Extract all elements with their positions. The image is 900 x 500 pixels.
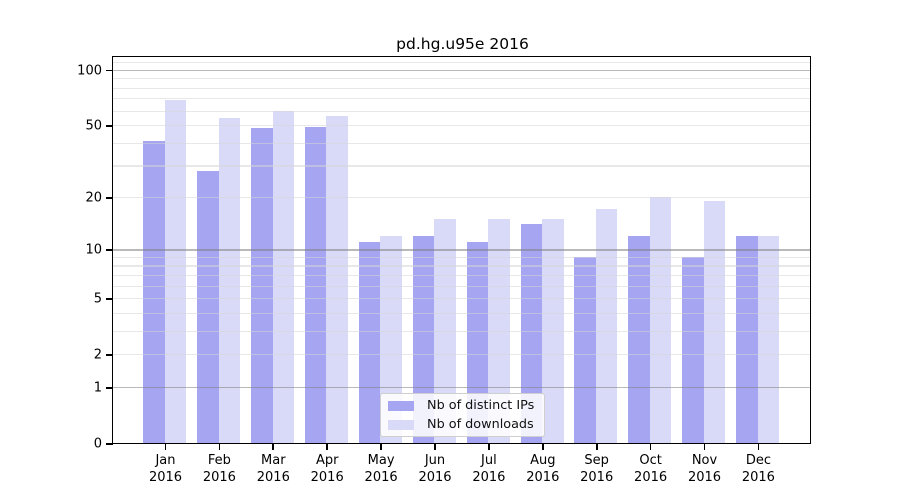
x-tick-label-oct: Oct 2016 <box>634 453 668 485</box>
gridline-minor-7 <box>113 275 811 277</box>
bar-ips-jan <box>143 140 165 444</box>
bar-ips-apr <box>304 126 327 444</box>
y-tick-label-20: 20 <box>85 190 102 206</box>
gridline-major-100 <box>113 69 811 72</box>
x-tick-oct <box>649 444 652 450</box>
bar-downloads-mar <box>272 110 294 444</box>
bar-downloads-nov <box>703 200 726 444</box>
x-tick-label-feb: Feb 2016 <box>202 453 236 485</box>
x-tick-label-jan: Jan 2016 <box>148 453 183 485</box>
x-tick-label-nov: Nov 2016 <box>687 453 722 485</box>
bar-downloads-dec <box>757 235 780 444</box>
gridline-minor-90 <box>113 78 811 80</box>
gridline-minor-60 <box>113 110 811 112</box>
legend-swatch-downloads <box>388 419 414 430</box>
x-tick-feb <box>218 444 221 450</box>
y-tick-label-10: 10 <box>85 242 102 258</box>
x-tick-jan <box>164 444 167 450</box>
legend-label-downloads: Nb of downloads <box>427 417 534 432</box>
x-tick-aug <box>541 444 544 450</box>
y-tick-0 <box>106 443 113 445</box>
gridline-minor-20 <box>113 196 811 199</box>
legend-swatch-distinct-ips <box>388 400 414 411</box>
legend-row-downloads: Nb of downloads <box>388 417 536 432</box>
x-tick-may <box>380 444 382 450</box>
gridline-minor-40 <box>113 142 811 144</box>
bar-ips-dec <box>736 235 758 444</box>
x-tick-label-jun: Jun 2016 <box>418 453 452 485</box>
x-tick-label-dec: Dec 2016 <box>741 453 775 485</box>
legend: Nb of distinct IPs Nb of downloads <box>380 393 545 437</box>
y-tick-10 <box>106 249 113 251</box>
bar-ips-may <box>358 242 381 444</box>
chart-title: pd.hg.u95e 2016 <box>396 35 529 53</box>
y-tick-5 <box>106 298 113 300</box>
bar-ips-oct <box>628 235 650 444</box>
x-tick-jun <box>434 444 436 450</box>
gridline-minor-50 <box>113 125 811 127</box>
x-tick-label-apr: Apr 2016 <box>310 453 344 485</box>
gridline-minor-5 <box>113 298 811 300</box>
x-tick-sep <box>595 444 598 450</box>
gridline-major-1 <box>113 387 811 389</box>
x-tick-nov <box>703 444 706 450</box>
gridline-minor-4 <box>113 313 811 315</box>
y-tick-label-0: 0 <box>93 436 102 452</box>
y-tick-label-1: 1 <box>93 380 102 396</box>
y-tick-label-5: 5 <box>93 291 102 307</box>
y-tick-label-100: 100 <box>77 63 102 79</box>
x-tick-apr <box>326 444 329 450</box>
bar-downloads-oct <box>649 196 672 444</box>
bar-ips-nov <box>682 256 704 444</box>
bar-ips-jul <box>466 242 489 444</box>
bar-downloads-jan <box>164 99 187 444</box>
y-tick-label-2: 2 <box>93 347 102 363</box>
gridline-minor-9 <box>113 256 811 259</box>
gridline-minor-80 <box>113 87 811 89</box>
gridline-minor-3 <box>113 331 811 333</box>
bar-downloads-feb <box>218 117 241 444</box>
legend-row-ips: Nb of distinct IPs <box>388 398 536 413</box>
gridline-minor-110 <box>113 62 811 64</box>
gridline-minor-30 <box>113 165 811 167</box>
bar-downloads-sep <box>595 209 618 444</box>
x-tick-label-aug: Aug 2016 <box>526 453 560 485</box>
x-tick-label-jul: Jul 2016 <box>472 453 506 485</box>
x-tick-dec <box>757 444 760 450</box>
legend-label-distinct-ips: Nb of distinct IPs <box>427 398 535 413</box>
gridline-minor-8 <box>113 265 811 267</box>
gridline-major-10 <box>113 249 811 251</box>
y-tick-label-50: 50 <box>85 118 102 134</box>
bar-ips-sep <box>574 256 596 444</box>
x-tick-label-sep: Sep 2016 <box>580 453 614 485</box>
y-tick-2 <box>106 354 113 356</box>
grid-layer <box>113 57 811 443</box>
y-tick-20 <box>106 196 113 199</box>
gridline-minor-6 <box>113 285 811 287</box>
y-tick-100 <box>106 69 113 72</box>
y-tick-1 <box>106 387 113 389</box>
x-tick-jul <box>488 444 490 450</box>
bar-ips-jun <box>412 235 435 444</box>
bar-ips-feb <box>197 170 219 444</box>
y-tick-50 <box>106 125 113 127</box>
gridline-minor-70 <box>113 98 811 100</box>
x-tick-label-mar: Mar 2016 <box>256 453 290 485</box>
bar-downloads-may <box>380 235 402 444</box>
x-tick-mar <box>272 444 275 450</box>
gridline-minor-2 <box>113 354 811 356</box>
plot-area <box>112 56 812 445</box>
bar-ips-mar <box>251 128 273 444</box>
x-tick-label-may: May 2016 <box>364 453 398 485</box>
